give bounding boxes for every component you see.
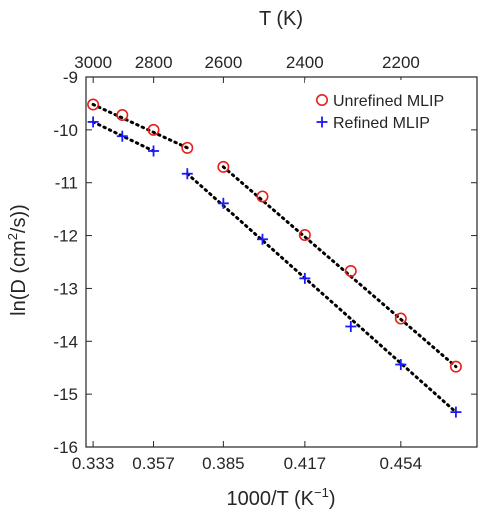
legend-label-unrefined: Unrefined MLIP xyxy=(333,93,444,110)
top-tick-label: 2800 xyxy=(135,53,173,72)
top-tick-label: 2600 xyxy=(204,53,242,72)
legend-label-refined: Refined MLIP xyxy=(333,115,430,132)
refined-point xyxy=(395,359,407,371)
unrefined-point xyxy=(217,160,230,173)
legend-marker-unrefined xyxy=(315,94,328,107)
unrefined-point xyxy=(147,123,160,136)
refined-point xyxy=(256,233,268,245)
y-tick-label: -16 xyxy=(53,438,78,457)
refined-point xyxy=(87,116,99,128)
legend-marker-refined xyxy=(316,116,328,128)
top-tick-label: 2400 xyxy=(286,53,324,72)
x-axis-title-tail: ) xyxy=(329,488,336,510)
unrefined-point xyxy=(256,190,269,203)
refined-point xyxy=(450,406,462,418)
axes-layer xyxy=(85,76,478,448)
x-tick-label: 0.417 xyxy=(284,454,327,473)
y-axis-title: ln(D (cm2/s)) xyxy=(5,204,30,316)
y-tick-label: -15 xyxy=(53,385,78,404)
top-axis-title: T (K) xyxy=(259,8,303,30)
markers-layer xyxy=(87,98,462,418)
legend-circle-marker xyxy=(315,94,328,107)
fit-line xyxy=(185,172,458,414)
legend-plus-marker xyxy=(316,116,328,128)
refined-point xyxy=(148,145,160,157)
y-tick-label: -9 xyxy=(63,68,78,87)
fit-line xyxy=(91,102,189,150)
refined-point xyxy=(299,272,311,284)
unrefined-point xyxy=(394,312,407,325)
unrefined-point xyxy=(87,98,100,111)
top-tick-label: 2200 xyxy=(382,53,420,72)
x-tick-label: 0.454 xyxy=(380,454,423,473)
fit-line xyxy=(91,120,156,153)
x-tick-label: 0.385 xyxy=(202,454,245,473)
refined-point xyxy=(217,197,229,209)
refined-point xyxy=(345,320,357,332)
unrefined-point xyxy=(449,360,462,373)
y-tick-label: -10 xyxy=(53,121,78,140)
x-axis-title-base: 1000/T (K xyxy=(227,488,315,510)
fit-line xyxy=(221,165,458,369)
legend-box xyxy=(305,80,465,136)
plot-frame xyxy=(85,76,478,448)
x-axis-title-superscript: −1 xyxy=(314,485,329,500)
unrefined-point xyxy=(298,229,311,242)
legend: Unrefined MLIP Refined MLIP xyxy=(305,80,465,136)
tick-labels-layer: -9 -10 -11 -12 -13 -14 -15 -160.333 0.357 0.385 0.… xyxy=(53,53,422,473)
y-tick-label: -14 xyxy=(53,332,78,351)
y-tick-label: -13 xyxy=(53,279,78,298)
fit-lines-layer xyxy=(91,102,458,414)
x-tick-label: 0.357 xyxy=(132,454,175,473)
refined-point xyxy=(116,130,128,142)
y-axis-title-base: ln(D (cm xyxy=(8,240,30,316)
x-axis-title: 1000/T (K−1) xyxy=(227,485,336,510)
unrefined-point xyxy=(181,141,194,154)
y-tick-label: -11 xyxy=(55,174,78,193)
unrefined-point xyxy=(116,109,129,122)
refined-point xyxy=(181,168,193,180)
unrefined-point xyxy=(344,264,357,277)
x-tick-label: 0.333 xyxy=(72,454,115,473)
y-axis-title-superscript: 2 xyxy=(5,233,20,240)
y-axis-title-tail: /s)) xyxy=(8,204,30,233)
top-tick-label: 3000 xyxy=(74,53,112,72)
y-tick-label: -12 xyxy=(53,227,78,246)
